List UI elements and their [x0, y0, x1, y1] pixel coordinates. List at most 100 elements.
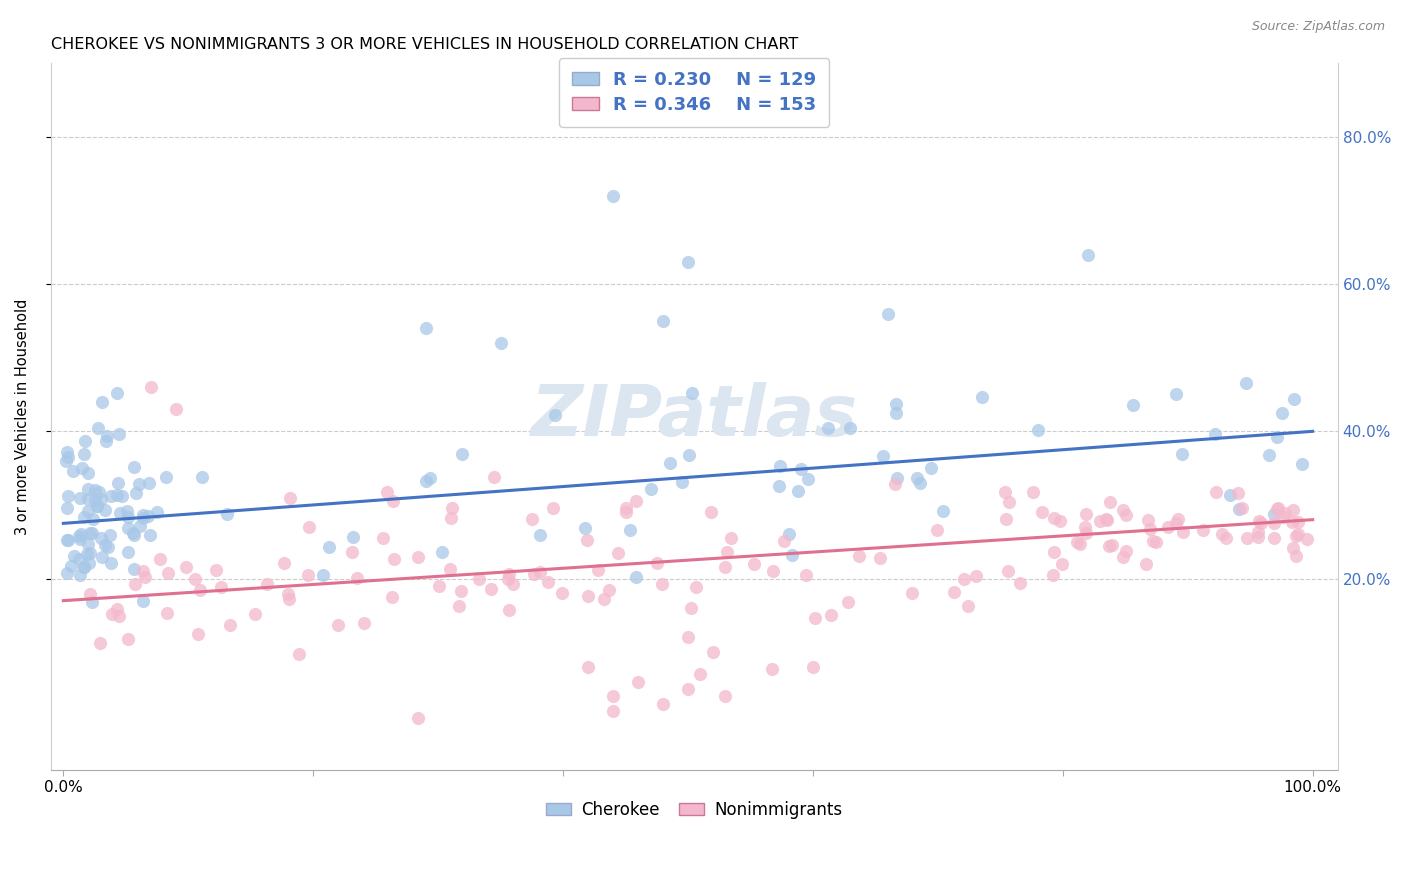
Point	[89, 636, 111, 650]
Point	[451, 447, 474, 461]
Point	[149, 552, 172, 566]
Point	[484, 470, 506, 484]
Point	[957, 599, 980, 613]
Point	[73, 447, 96, 461]
Point	[838, 421, 860, 435]
Point	[652, 314, 675, 328]
Point	[678, 448, 700, 462]
Point	[681, 600, 703, 615]
Point	[346, 571, 368, 585]
Point	[105, 488, 128, 502]
Point	[602, 704, 624, 718]
Point	[837, 595, 859, 609]
Point	[79, 587, 101, 601]
Point	[489, 335, 512, 350]
Point	[529, 528, 551, 542]
Point	[190, 470, 212, 484]
Point	[94, 434, 117, 449]
Point	[1285, 529, 1308, 543]
Point	[1215, 532, 1237, 546]
Point	[787, 484, 810, 499]
Point	[575, 533, 598, 548]
Point	[801, 660, 824, 674]
Point	[55, 566, 77, 580]
Point	[382, 552, 405, 566]
Point	[685, 580, 707, 594]
Point	[1226, 485, 1249, 500]
Point	[353, 616, 375, 631]
Point	[676, 631, 699, 645]
Point	[1157, 520, 1180, 534]
Point	[128, 477, 150, 491]
Point	[83, 492, 105, 507]
Point	[218, 618, 240, 632]
Point	[209, 580, 232, 594]
Point	[550, 586, 572, 600]
Point	[297, 568, 319, 582]
Point	[1247, 525, 1270, 540]
Point	[619, 523, 641, 537]
Point	[256, 577, 278, 591]
Point	[652, 697, 675, 711]
Point	[139, 380, 162, 394]
Point	[676, 681, 699, 696]
Point	[1122, 398, 1144, 412]
Point	[91, 550, 114, 565]
Point	[645, 557, 668, 571]
Point	[439, 562, 461, 576]
Point	[77, 556, 100, 570]
Legend: Cherokee, Nonimmigrants: Cherokee, Nonimmigrants	[540, 794, 849, 825]
Point	[627, 674, 650, 689]
Point	[56, 450, 79, 464]
Point	[576, 589, 599, 603]
Point	[312, 568, 335, 582]
Text: CHEROKEE VS NONIMMIGRANTS 3 OR MORE VEHICLES IN HOUSEHOLD CORRELATION CHART: CHEROKEE VS NONIMMIGRANTS 3 OR MORE VEHI…	[51, 37, 799, 53]
Point	[872, 450, 894, 464]
Point	[1135, 557, 1157, 571]
Point	[131, 564, 153, 578]
Point	[820, 608, 842, 623]
Point	[1066, 535, 1088, 549]
Point	[94, 503, 117, 517]
Point	[155, 470, 177, 484]
Point	[342, 545, 364, 559]
Point	[1286, 515, 1309, 529]
Point	[419, 471, 441, 485]
Point	[146, 505, 169, 519]
Point	[1144, 534, 1167, 549]
Point	[55, 501, 77, 516]
Point	[624, 494, 647, 508]
Point	[136, 508, 159, 523]
Point	[80, 595, 103, 609]
Point	[681, 386, 703, 401]
Point	[67, 529, 90, 543]
Point	[886, 471, 908, 485]
Point	[156, 566, 179, 580]
Point	[1265, 430, 1288, 444]
Point	[1257, 449, 1279, 463]
Point	[381, 590, 404, 604]
Point	[970, 390, 993, 404]
Point	[342, 530, 364, 544]
Point	[1137, 513, 1160, 527]
Point	[406, 549, 429, 564]
Point	[671, 475, 693, 490]
Point	[965, 568, 987, 582]
Point	[1263, 531, 1285, 545]
Point	[1077, 247, 1099, 261]
Point	[188, 582, 211, 597]
Point	[55, 454, 77, 468]
Point	[165, 402, 187, 417]
Point	[576, 660, 599, 674]
Point	[1219, 488, 1241, 502]
Point	[107, 601, 129, 615]
Point	[884, 477, 907, 491]
Point	[592, 592, 614, 607]
Point	[598, 583, 620, 598]
Point	[1192, 523, 1215, 537]
Point	[67, 552, 90, 566]
Point	[87, 421, 110, 435]
Point	[498, 603, 520, 617]
Point	[1285, 549, 1308, 564]
Point	[1049, 514, 1071, 528]
